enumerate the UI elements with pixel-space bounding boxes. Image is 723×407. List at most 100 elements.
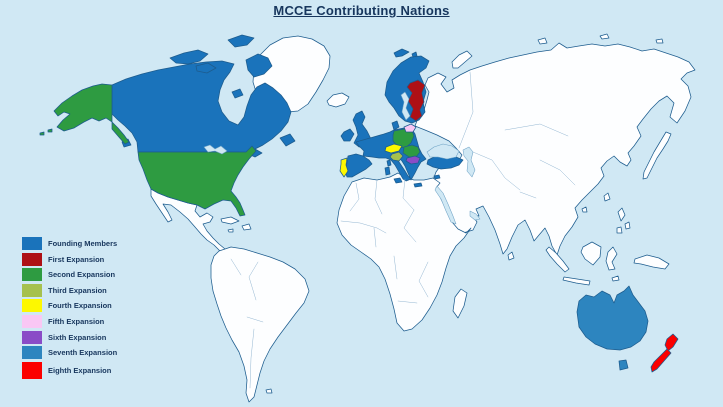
legend-label: Third Expansion (48, 285, 107, 295)
legend-item: Seventh Expansion (22, 346, 117, 360)
island-aleutian (47, 128, 53, 133)
island-sumatra (545, 246, 570, 273)
legend-label: Founding Members (48, 239, 118, 248)
island-cuba (220, 216, 240, 225)
region-romania (402, 144, 421, 158)
region-new-zealand-south (650, 348, 672, 373)
legend-swatch (22, 299, 42, 313)
island-jamaica (227, 228, 234, 233)
regions-fifth-expansion (403, 123, 417, 133)
legend-label: Fifth Expansion (48, 316, 105, 326)
regions-second-expansion (39, 83, 421, 217)
legend-swatch (22, 283, 42, 297)
region-corsica (386, 159, 392, 167)
region-africa (336, 172, 472, 332)
region-sicily (393, 177, 403, 184)
legend-item: Fourth Expansion (22, 299, 117, 313)
legend-swatch (22, 237, 42, 250)
island-hainan (581, 206, 588, 213)
island-philippines (617, 207, 626, 222)
region-svalbard (393, 48, 410, 58)
region-madagascar (452, 288, 468, 319)
region-alaska (53, 83, 113, 132)
legend-swatch (22, 330, 42, 344)
land-uncolored (150, 33, 696, 403)
legend-item: Founding Members (22, 237, 117, 250)
country-borders (230, 71, 576, 389)
island-new-guinea (633, 254, 670, 270)
legend-item: Third Expansion (22, 283, 117, 297)
region-ireland (340, 128, 355, 142)
legend-label: Fourth Expansion (48, 301, 112, 311)
region-croatia (389, 151, 404, 162)
legend-label: First Expansion (48, 254, 105, 264)
regions-third-expansion (389, 151, 404, 162)
region-newfoundland (279, 133, 296, 147)
region-canada-arctic-island (231, 88, 244, 99)
inland-waters (203, 91, 481, 225)
region-estonia-latvia (403, 123, 417, 133)
island-timor (611, 275, 620, 282)
island-severnaya (537, 37, 548, 45)
region-cyprus (433, 174, 441, 180)
water-gulf-of-bothnia (400, 91, 411, 121)
region-portugal (339, 157, 349, 178)
legend-swatch (22, 361, 42, 379)
island-sri-lanka (507, 251, 515, 261)
region-sardinia (384, 166, 391, 176)
legend-swatch (22, 268, 42, 282)
legend-swatch (22, 314, 42, 328)
region-iceland (326, 92, 350, 108)
region-australia (576, 285, 649, 351)
region-tasmania (618, 359, 629, 371)
legend-item: Eighth Expansion (22, 361, 117, 379)
region-canada-arctic-island (227, 34, 255, 48)
island-new-siberian (599, 33, 610, 40)
legend-swatch (22, 346, 42, 360)
island-taiwan (603, 192, 611, 202)
island-hispaniola (241, 223, 252, 231)
island-falklands (265, 388, 273, 394)
island-philippines (616, 226, 623, 234)
regions-first-expansion (406, 79, 426, 122)
region-south-america (210, 246, 310, 403)
island-philippines (624, 221, 631, 230)
island-java (562, 276, 591, 286)
legend-label: Eighth Expansion (48, 365, 112, 375)
region-japan (642, 131, 672, 180)
legend-item: Sixth Expansion (22, 330, 117, 344)
island-sulawesi (605, 246, 618, 271)
region-eurasia (414, 42, 696, 256)
water-persian-gulf (469, 210, 481, 221)
water-caspian-sea (462, 146, 476, 178)
legend-swatch (22, 252, 42, 266)
page-title: MCCE Contributing Nations (273, 3, 450, 18)
legend-item: First Expansion (22, 252, 117, 266)
region-bulgaria (405, 155, 421, 165)
water-black-sea (426, 143, 460, 160)
island-novaya-zemlya (451, 50, 473, 69)
region-svalbard (411, 51, 418, 58)
region-canada-arctic-island (195, 62, 217, 74)
region-united-states (137, 145, 257, 217)
island-aleutian (39, 131, 45, 136)
legend-label: Sixth Expansion (48, 332, 107, 342)
region-canada-arctic-island (245, 53, 273, 78)
region-denmark (391, 120, 400, 131)
island-wrangel (655, 38, 664, 44)
water-great-lakes (203, 144, 228, 155)
region-canada-arctic-island (169, 49, 209, 65)
water-red-sea (434, 185, 457, 225)
regions-fourth-expansion (339, 143, 403, 178)
region-czechia-austria (384, 143, 403, 154)
legend-label: Second Expansion (48, 270, 116, 280)
region-crete (413, 182, 423, 188)
region-finland (406, 79, 426, 122)
legend-item: Fifth Expansion (22, 314, 117, 328)
region-new-zealand-north (664, 333, 679, 352)
legend-item: Second Expansion (22, 268, 117, 282)
island-borneo (580, 241, 602, 266)
legend: Founding Members First Expansion Second … (22, 237, 117, 381)
